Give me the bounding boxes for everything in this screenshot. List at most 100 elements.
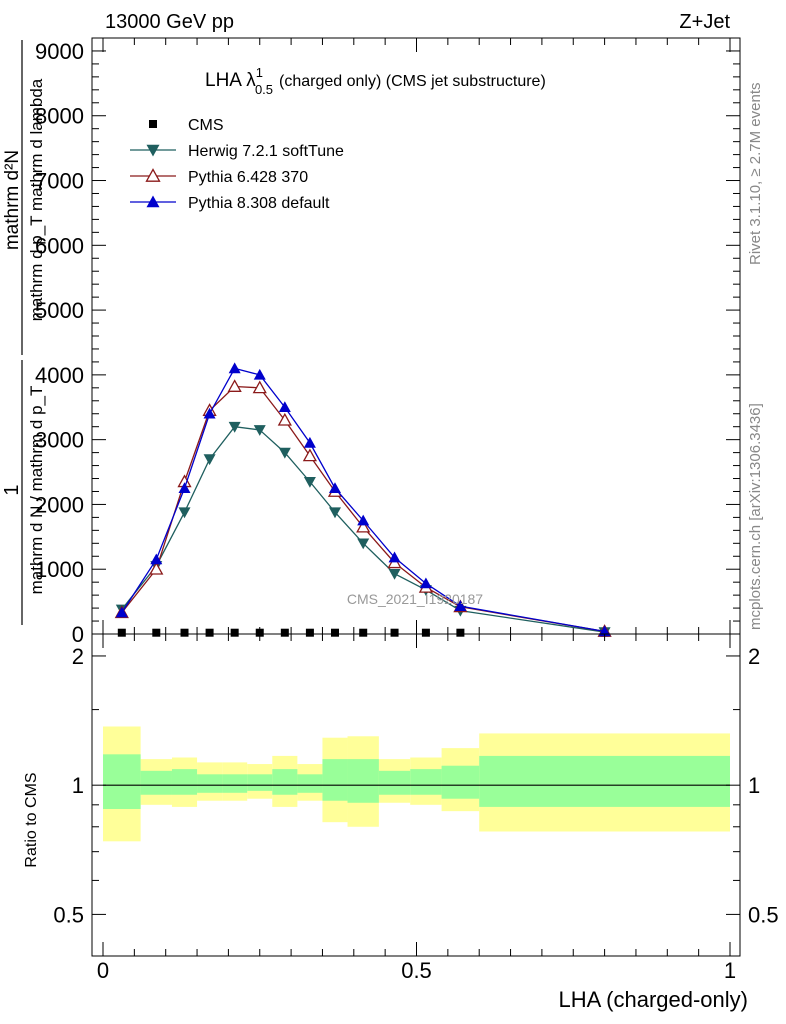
data-point <box>305 628 314 637</box>
data-point <box>252 380 267 394</box>
data-point <box>205 628 214 637</box>
data-point <box>303 476 316 488</box>
data-point <box>302 448 318 462</box>
main-y-tick-label: 0 <box>72 622 84 647</box>
legend-item: Herwig 7.2.1 softTune <box>130 143 344 160</box>
data-point <box>388 568 401 580</box>
data-point <box>328 482 341 494</box>
ratio-bands <box>103 726 730 842</box>
data-point <box>303 436 316 448</box>
main-y-tick-label: 7000 <box>35 169 84 194</box>
data-point <box>203 407 216 419</box>
x-tick-label: 0 <box>97 958 109 983</box>
plot-title-sub: 0.5 <box>255 82 273 97</box>
main-y-tick-label: 2000 <box>35 492 84 517</box>
x-axis-label: LHA (charged-only) <box>558 987 748 1012</box>
header-right: Z+Jet <box>679 11 730 33</box>
ratio-band-inner <box>222 774 248 793</box>
header-left: 13000 GeV pp <box>105 11 234 33</box>
data-point <box>253 368 266 380</box>
ratio-band-inner <box>347 759 379 803</box>
data-point <box>280 628 289 637</box>
data-point <box>117 628 126 637</box>
plot-title: LHA λ1 0.5 (charged only) (CMS jet substru… <box>205 65 546 97</box>
ratio-band-inner <box>479 755 730 807</box>
mcplots-label: mcplots.cern.ch [arXiv:1306.3436] <box>747 403 764 630</box>
data-point <box>178 507 191 519</box>
main-y-tick-label: 6000 <box>35 233 84 258</box>
y-label-prefix-num: 1 <box>1 484 23 495</box>
plot-title-rest: (charged only) (CMS jet substructure) <box>279 73 546 90</box>
ratio-band-inner <box>197 774 223 793</box>
ratio-band-inner <box>378 770 411 795</box>
ratio-ticks: 0.5 0.5 1 1 2 2 0 0.5 1 <box>53 634 779 983</box>
legend-item: CMS <box>149 117 224 134</box>
series-line <box>121 367 605 633</box>
ratio-y-tick-label: 2 <box>72 644 84 669</box>
ratio-band-inner <box>441 765 480 799</box>
data-point <box>278 447 291 459</box>
series-pythia-8-308-default <box>115 362 611 637</box>
main-y-tick-label: 5000 <box>35 298 84 323</box>
ratio-y-tick-label: 1 <box>72 773 84 798</box>
main-y-ticks: 0 1000 2000 3000 4000 5000 6000 7000 8000 9000 <box>35 37 740 647</box>
legend-marker <box>149 120 157 128</box>
x-tick-label: 1 <box>724 958 736 983</box>
series-cms <box>117 628 609 637</box>
data-point <box>454 600 467 611</box>
data-point <box>203 454 216 466</box>
main-y-tick-label: 9000 <box>35 39 84 64</box>
legend-item: Pythia 8.308 default <box>130 195 330 212</box>
main-y-tick-label: 1000 <box>35 557 84 582</box>
legend-label: Pythia 8.308 default <box>188 195 330 212</box>
data-point <box>357 538 370 550</box>
y-label-prefix-den: mathrm d N / mathrm d p_T <box>27 386 46 595</box>
data-point <box>421 628 430 637</box>
data-point <box>419 577 432 589</box>
ratio-band-inner <box>171 769 198 795</box>
plot-title-sup: 1 <box>256 65 263 80</box>
legend-marker <box>146 195 160 208</box>
data-point <box>255 628 264 637</box>
data-point <box>152 628 161 637</box>
data-point <box>150 553 163 565</box>
x-tick-label: 0.5 <box>401 958 432 983</box>
legend-marker <box>146 144 160 157</box>
data-point <box>227 379 242 392</box>
data-point <box>328 507 341 519</box>
ratio-band-inner <box>322 759 348 801</box>
data-point <box>356 519 371 533</box>
ratio-band-inner <box>297 774 323 793</box>
legend-marker <box>145 168 161 182</box>
main-series <box>114 362 612 639</box>
data-point <box>330 628 339 637</box>
ratio-y-tick-label: 0.5 <box>53 902 84 927</box>
data-point <box>278 401 291 413</box>
data-point <box>357 514 370 526</box>
y-label-num: mathrm d²N <box>2 150 23 250</box>
data-point <box>228 421 241 433</box>
ratio-band-inner <box>140 770 172 795</box>
series-line <box>121 385 605 633</box>
data-point <box>390 628 399 637</box>
data-point <box>178 482 191 494</box>
main-y-label: 1 mathrm d N / mathrm d p_T mathrm d²N m… <box>1 40 46 625</box>
ratio-y-tick-label-right: 0.5 <box>748 902 779 927</box>
data-point <box>180 628 189 637</box>
legend: CMS Herwig 7.2.1 softTune Pythia 6.428 370… <box>130 117 344 212</box>
main-y-tick-label: 8000 <box>35 104 84 129</box>
legend-label: CMS <box>188 117 224 134</box>
data-point <box>253 425 266 436</box>
main-plot: 0 1000 2000 3000 4000 5000 6000 7000 8000 9000 CM… <box>1 37 741 647</box>
data-point <box>388 551 401 563</box>
y-label-den: mathrm d p_T mathrm d lambda <box>27 78 46 321</box>
data-point <box>359 628 368 637</box>
plot-title-main: LHA λ <box>205 70 256 91</box>
data-point <box>277 412 292 426</box>
ratio-band-inner <box>410 769 442 795</box>
main-y-tick-label: 4000 <box>35 363 84 388</box>
ratio-y-label: Ratio to CMS <box>23 772 40 867</box>
watermark: CMS_2021_I1920187 <box>347 591 483 607</box>
ratio-plot: 0.5 0.5 1 1 2 2 0 0.5 1 Ratio to CMS LHA (charge… <box>23 633 779 1012</box>
